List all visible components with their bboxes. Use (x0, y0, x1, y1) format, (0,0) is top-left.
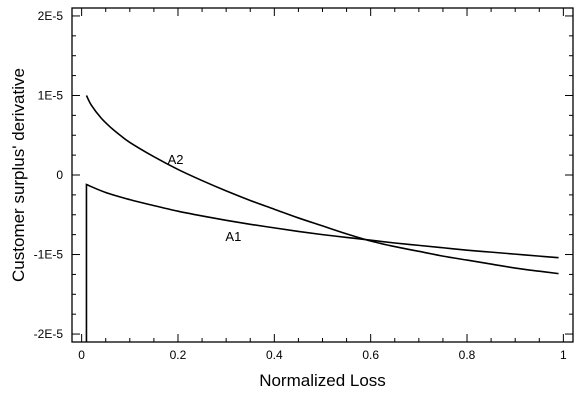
y-tick-label: 0 (56, 168, 63, 182)
series-line-a1 (85, 183, 559, 342)
annotation-layer: A2 A1 (168, 152, 242, 244)
axis-ticks (72, 8, 573, 342)
x-tick-label: 0.6 (362, 348, 379, 362)
tick-labels: 0 0.2 0.4 0.6 0.8 1 2E-5 1E-5 0 -1E-5 -2E-5 (34, 9, 567, 362)
series-layer (85, 95, 559, 342)
y-axis-label: Customer surplus' derivative (9, 68, 28, 282)
y-tick-label: -2E-5 (34, 327, 64, 341)
x-axis-label: Normalized Loss (259, 371, 386, 390)
x-tick-label: 0 (78, 348, 85, 362)
x-tick-label: 1 (560, 348, 567, 362)
y-tick-label: 2E-5 (38, 9, 64, 23)
x-tick-label: 0.4 (266, 348, 283, 362)
y-tick-label: -1E-5 (34, 248, 64, 262)
plot-frame (71, 7, 574, 343)
series-annotation: A2 (168, 152, 184, 167)
series-annotation: A1 (225, 229, 241, 244)
x-tick-label: 0.8 (459, 348, 476, 362)
y-tick-label: 1E-5 (38, 88, 64, 102)
x-tick-label: 0.2 (170, 348, 187, 362)
series-line-a2 (85, 95, 559, 275)
